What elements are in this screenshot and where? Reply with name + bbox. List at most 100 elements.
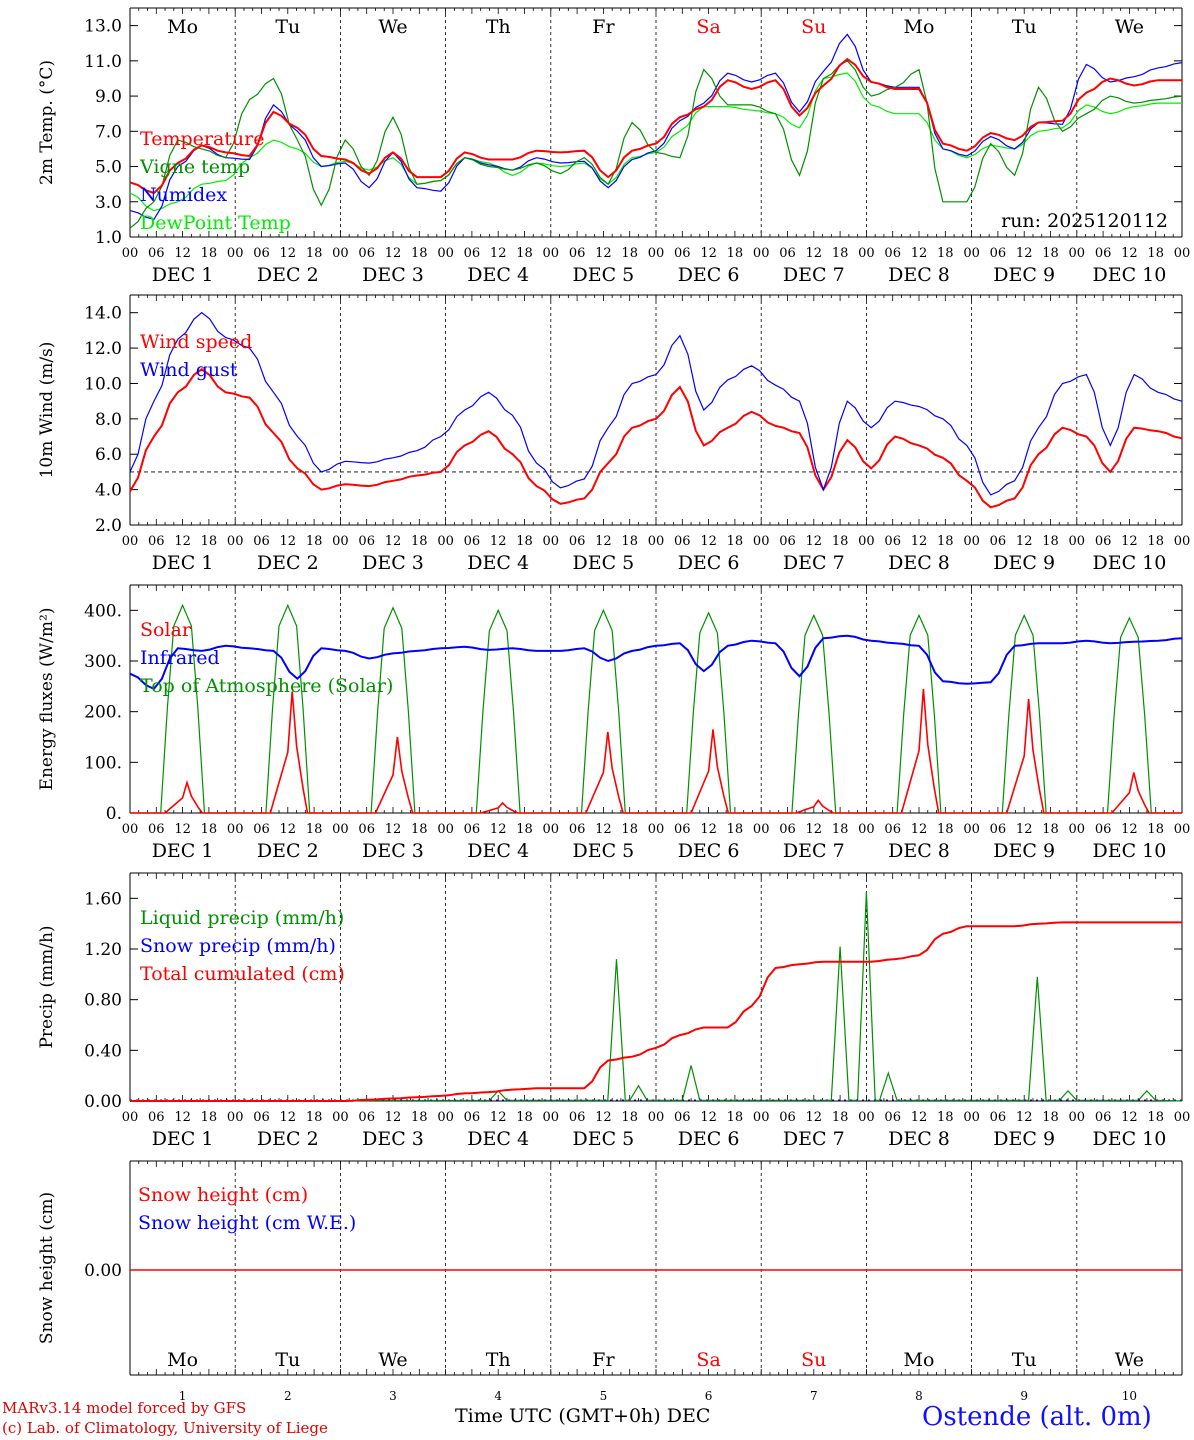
date-label: DEC 10 [1092,840,1166,862]
hour-tick-label: 12 [911,822,928,837]
date-label: DEC 1 [152,264,214,286]
legend-entry: Temperature [140,128,264,150]
hour-tick-label: 06 [148,1110,165,1125]
y-tick-label: 0.80 [84,991,122,1011]
date-label: DEC 3 [362,1128,424,1150]
hour-tick-label: 06 [674,1110,691,1125]
hour-tick-label: 12 [490,1110,507,1125]
y-tick-label: 7.0 [95,122,122,142]
series-line-vigne-temp [129,60,1183,229]
hour-tick-label: 18 [411,822,428,837]
date-label: DEC 9 [993,552,1055,574]
hour-tick-label: 06 [674,246,691,261]
series-line-wind-speed [129,368,1183,509]
y-tick-label: 0.00 [84,1092,122,1112]
day-name-top: We [1115,16,1144,38]
date-label: DEC 2 [257,552,319,574]
y-tick-label: 11.0 [84,52,122,72]
day-name-bottom: Sa [696,1349,720,1371]
day-name-top: Mo [904,16,935,38]
hour-tick-label: 12 [806,534,823,549]
hour-tick-label: 18 [937,246,954,261]
hour-tick-label: 12 [595,246,612,261]
hour-tick-label: 12 [700,1110,717,1125]
day-number: 10 [1122,1389,1137,1403]
hour-tick-label: 00 [648,246,665,261]
hour-tick-label: 06 [779,534,796,549]
day-name-bottom: Su [801,1349,826,1371]
hour-tick-label: 00 [227,246,244,261]
hour-tick-label: 00 [963,246,980,261]
hour-tick-label: 18 [621,246,638,261]
legend-entry: Wind speed [140,331,252,353]
hour-tick-label: 00 [543,246,560,261]
day-number: 3 [389,1389,397,1403]
hour-tick-label: 00 [1174,1110,1191,1125]
day-name-bottom: Tu [275,1349,300,1371]
hour-tick-label: 18 [1147,822,1164,837]
legend-entry: DewPoint Temp [140,212,291,234]
hour-tick-label: 06 [779,822,796,837]
y-tick-label: 400. [84,601,122,621]
hour-tick-label: 12 [385,534,402,549]
hour-tick-label: 00 [1069,1110,1086,1125]
y-tick-label: 9.0 [95,87,122,107]
hour-tick-label: 00 [753,534,770,549]
x-axis-label: Time UTC (GMT+0h) DEC [455,1405,711,1427]
hour-tick-label: 00 [122,534,139,549]
y-tick-label: 100. [84,753,122,773]
hour-tick-label: 06 [884,1110,901,1125]
date-label: DEC 1 [152,840,214,862]
hour-tick-label: 18 [621,534,638,549]
day-name-top: Su [801,16,826,38]
hour-tick-label: 18 [201,534,218,549]
hour-tick-label: 06 [253,1110,270,1125]
y-axis-title: Energy fluxes (W/m²) [37,608,57,791]
hour-tick-label: 18 [1042,1110,1059,1125]
hour-tick-label: 12 [174,1110,191,1125]
hour-tick-label: 18 [727,1110,744,1125]
hour-tick-label: 18 [411,534,428,549]
series-line-wind-gust [129,311,1183,496]
hour-tick-label: 06 [464,534,481,549]
date-label: DEC 9 [993,264,1055,286]
day-number: 8 [915,1389,923,1403]
y-tick-label: 3.0 [95,193,122,213]
date-label: DEC 1 [152,552,214,574]
date-label: DEC 7 [783,1128,845,1150]
date-label: DEC 9 [993,840,1055,862]
hour-tick-label: 12 [806,822,823,837]
y-tick-label: 0.00 [84,1261,122,1281]
hour-tick-label: 06 [990,246,1007,261]
hour-tick-label: 18 [516,1110,533,1125]
legend-entry: Wind gust [140,359,238,381]
legend-entry: Top of Atmosphere (Solar) [140,675,393,697]
hour-tick-label: 06 [358,1110,375,1125]
day-number: 6 [705,1389,713,1403]
series-line-solar [130,688,1182,814]
hour-tick-label: 18 [1147,1110,1164,1125]
station-name: Ostende (alt. 0m) [922,1402,1152,1432]
hour-tick-label: 06 [990,822,1007,837]
hour-tick-label: 18 [937,822,954,837]
hour-tick-label: 12 [385,246,402,261]
hour-tick-label: 00 [858,1110,875,1125]
hour-tick-label: 00 [543,534,560,549]
y-tick-label: 2.0 [95,516,122,536]
date-label: DEC 7 [783,840,845,862]
hour-tick-label: 00 [122,246,139,261]
hour-tick-label: 18 [516,822,533,837]
hour-tick-label: 06 [779,246,796,261]
y-tick-label: 13.0 [84,17,122,37]
date-label: DEC 6 [678,264,740,286]
date-label: DEC 10 [1092,264,1166,286]
legend-entry: Numidex [140,184,227,206]
hour-tick-label: 18 [201,1110,218,1125]
hour-tick-label: 18 [1147,246,1164,261]
hour-tick-label: 12 [700,534,717,549]
hour-tick-label: 18 [201,822,218,837]
y-tick-label: 10.0 [84,374,122,394]
y-axis-title: 2m Temp. (°C) [37,60,57,185]
date-label: DEC 8 [888,264,950,286]
hour-tick-label: 00 [1069,822,1086,837]
